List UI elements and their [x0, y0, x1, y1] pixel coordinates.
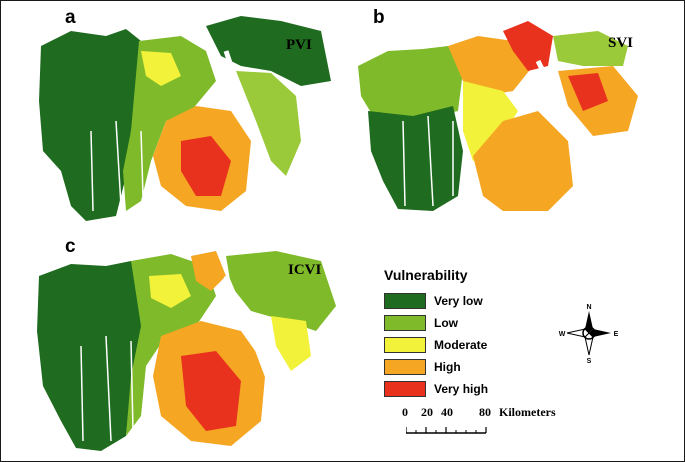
region-very-low-south-west [368, 106, 463, 211]
region-moderate-patch [149, 274, 191, 308]
region-very-low-north-east [206, 16, 331, 86]
map-pvi-svg [39, 16, 331, 221]
region-moderate-east [271, 316, 311, 371]
scale-tick-label: 40 [441, 405, 453, 419]
region-very-high-south [181, 136, 231, 196]
region-very-high-east [568, 73, 608, 111]
legend-label: Very low [434, 294, 483, 308]
legend-swatch [384, 337, 426, 353]
panel-title: ICVI [288, 262, 322, 278]
map-panel-pvi: a PVI [31, 7, 346, 226]
compass-w: W [559, 331, 566, 338]
compass-rose-icon: N S W E [559, 304, 619, 365]
legend-label: High [434, 360, 461, 374]
compass-n: N [586, 304, 591, 311]
region-high-north [448, 36, 533, 96]
region-low-east [226, 251, 336, 331]
river-channel [535, 59, 605, 178]
region-very-high-north [503, 21, 553, 71]
river-channel [402, 115, 454, 207]
legend-item: Moderate [384, 334, 524, 356]
legend-label: Very high [434, 382, 489, 396]
legend: Vulnerability Very low Low Moderate High… [384, 267, 524, 400]
panel-letter: a [65, 7, 76, 28]
legend-swatch [384, 359, 426, 375]
region-moderate-patch [141, 51, 181, 86]
map-panel-icvi: c ICVI [31, 236, 361, 456]
legend-item: Very low [384, 290, 524, 312]
map-panel-svi: b SVI [353, 7, 673, 216]
region-high-north [191, 251, 226, 291]
legend-swatch [384, 381, 426, 397]
scale-tick-label: 0 [402, 405, 408, 419]
region-very-low-west [37, 261, 143, 451]
legend-swatch [384, 315, 426, 331]
legend-label: Moderate [434, 338, 488, 352]
scale-bar: 0 20 40 80 Kilometers [400, 405, 600, 441]
legend-item: Low [384, 312, 524, 334]
region-very-low-west [39, 29, 141, 221]
region-moderate-central [463, 81, 518, 161]
river-channel [90, 120, 144, 212]
map-svi-svg [358, 21, 638, 211]
panel-title: PVI [286, 37, 312, 53]
river-channel [80, 335, 134, 442]
legend-swatch [384, 293, 426, 309]
region-low-central [126, 254, 216, 436]
river-channel [223, 275, 289, 418]
compass-e: E [614, 331, 619, 338]
panel-title: SVI [608, 35, 634, 51]
legend-label: Low [434, 316, 458, 330]
legend-item: Very high [384, 378, 524, 400]
panel-letter: c [65, 236, 76, 257]
region-low-north-east [553, 31, 628, 66]
river-channel [223, 50, 274, 187]
panel-letter: b [373, 7, 385, 28]
region-low-east [236, 71, 301, 176]
scale-unit: Kilometers [499, 405, 556, 419]
legend-item: High [384, 356, 524, 378]
north-arrow: N S W E [559, 303, 619, 365]
region-very-high-south [181, 351, 241, 431]
compass-s: S [587, 358, 592, 363]
scale-tick-label: 20 [421, 405, 433, 419]
region-low-central [123, 36, 216, 211]
region-low-north-west [358, 46, 463, 121]
map-icvi-svg [37, 251, 336, 451]
region-high-south [473, 111, 573, 211]
legend-title: Vulnerability [384, 267, 468, 283]
scale-tick-label: 80 [479, 405, 491, 419]
scale-bar-graphic [406, 427, 487, 434]
